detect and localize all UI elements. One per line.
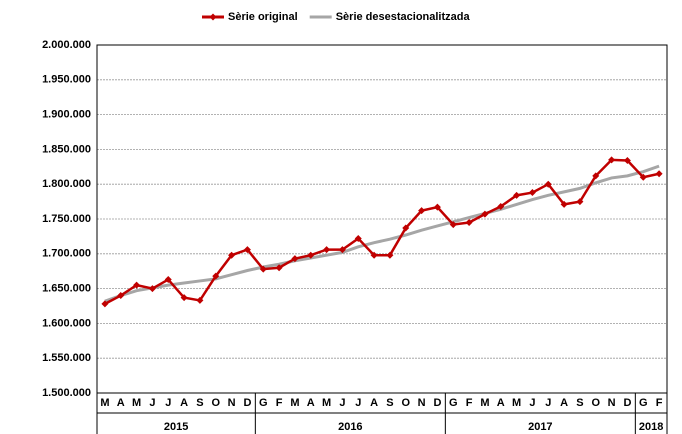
data-point bbox=[608, 156, 616, 164]
x-tick-label: A bbox=[117, 397, 125, 409]
legend-marker bbox=[209, 13, 217, 21]
x-tick-label: A bbox=[370, 397, 378, 409]
x-tick-label: J bbox=[355, 397, 361, 409]
x-tick-label: G bbox=[639, 397, 648, 409]
data-point bbox=[354, 234, 362, 242]
data-point bbox=[196, 296, 204, 304]
data-point bbox=[164, 276, 172, 284]
x-tick-label: S bbox=[196, 397, 203, 409]
data-point bbox=[338, 246, 346, 254]
y-tick-label: 1.950.000 bbox=[42, 74, 91, 86]
x-tick-label: F bbox=[466, 397, 473, 409]
data-point bbox=[655, 170, 663, 178]
series-line bbox=[104, 164, 660, 303]
y-tick-label: 1.550.000 bbox=[42, 352, 91, 364]
x-tick-label: S bbox=[576, 397, 583, 409]
x-tick-label: M bbox=[322, 397, 331, 409]
x-tick-label: J bbox=[339, 397, 345, 409]
x-tick-label: J bbox=[165, 397, 171, 409]
data-point bbox=[402, 224, 410, 232]
legend-label: Sèrie desestacionalitzada bbox=[336, 11, 471, 23]
x-tick-label: M bbox=[480, 397, 489, 409]
data-point bbox=[449, 221, 457, 229]
y-tick-label: 1.900.000 bbox=[42, 109, 91, 121]
data-point bbox=[243, 246, 251, 254]
data-point bbox=[370, 251, 378, 259]
data-point bbox=[497, 202, 505, 210]
x-tick-label: A bbox=[497, 397, 505, 409]
data-point bbox=[212, 272, 220, 280]
x-tick-label: G bbox=[259, 397, 268, 409]
x-tick-label: N bbox=[608, 397, 616, 409]
data-point bbox=[576, 198, 584, 206]
data-point bbox=[418, 207, 426, 215]
data-point bbox=[180, 294, 188, 302]
data-point bbox=[481, 210, 489, 218]
data-point bbox=[465, 218, 473, 226]
x-tick-label: J bbox=[529, 397, 535, 409]
x-tick-label: O bbox=[401, 397, 410, 409]
data-point bbox=[148, 285, 156, 293]
data-point bbox=[259, 265, 267, 273]
x-tick-label: D bbox=[623, 397, 631, 409]
x-tick-label: S bbox=[386, 397, 393, 409]
legend-label: Sèrie original bbox=[228, 11, 298, 23]
y-tick-label: 1.850.000 bbox=[42, 143, 91, 155]
y-tick-label: 1.600.000 bbox=[42, 317, 91, 329]
y-tick-label: 1.750.000 bbox=[42, 213, 91, 225]
x-tick-label: J bbox=[545, 397, 551, 409]
x-tick-label: N bbox=[228, 397, 236, 409]
x-tick-label: M bbox=[290, 397, 299, 409]
data-point bbox=[560, 200, 568, 208]
data-point bbox=[386, 251, 394, 259]
x-tick-label: A bbox=[180, 397, 188, 409]
data-point bbox=[307, 251, 315, 259]
data-point bbox=[433, 203, 441, 211]
x-tick-label: O bbox=[591, 397, 600, 409]
x-tick-label: G bbox=[449, 397, 458, 409]
year-label: 2018 bbox=[639, 421, 663, 433]
y-tick-label: 1.800.000 bbox=[42, 178, 91, 190]
data-point bbox=[228, 251, 236, 259]
data-point bbox=[323, 246, 331, 254]
x-tick-label: F bbox=[276, 397, 283, 409]
data-point bbox=[544, 180, 552, 188]
data-point bbox=[117, 292, 125, 300]
y-tick-label: 1.650.000 bbox=[42, 283, 91, 295]
data-point bbox=[101, 300, 109, 308]
x-tick-label: A bbox=[307, 397, 315, 409]
year-label: 2015 bbox=[164, 421, 188, 433]
x-tick-label: M bbox=[512, 397, 521, 409]
y-tick-label: 1.700.000 bbox=[42, 248, 91, 260]
data-point bbox=[291, 255, 299, 263]
data-point bbox=[623, 157, 631, 165]
plot-frame bbox=[96, 44, 668, 394]
x-tick-label: M bbox=[132, 397, 141, 409]
year-label: 2016 bbox=[338, 421, 362, 433]
data-point bbox=[592, 172, 600, 180]
x-tick-label: N bbox=[418, 397, 426, 409]
y-tick-label: 1.500.000 bbox=[42, 387, 91, 399]
data-point bbox=[528, 189, 536, 197]
data-point bbox=[513, 191, 521, 199]
data-point bbox=[639, 173, 647, 181]
x-tick-label: M bbox=[100, 397, 109, 409]
y-tick-label: 2.000.000 bbox=[42, 39, 91, 51]
x-tick-label: J bbox=[149, 397, 155, 409]
year-label: 2017 bbox=[528, 421, 552, 433]
x-tick-label: A bbox=[560, 397, 568, 409]
x-tick-label: O bbox=[211, 397, 220, 409]
data-point bbox=[275, 264, 283, 272]
data-point bbox=[133, 281, 141, 289]
x-tick-label: D bbox=[243, 397, 251, 409]
x-tick-label: D bbox=[433, 397, 441, 409]
x-tick-label: F bbox=[656, 397, 663, 409]
